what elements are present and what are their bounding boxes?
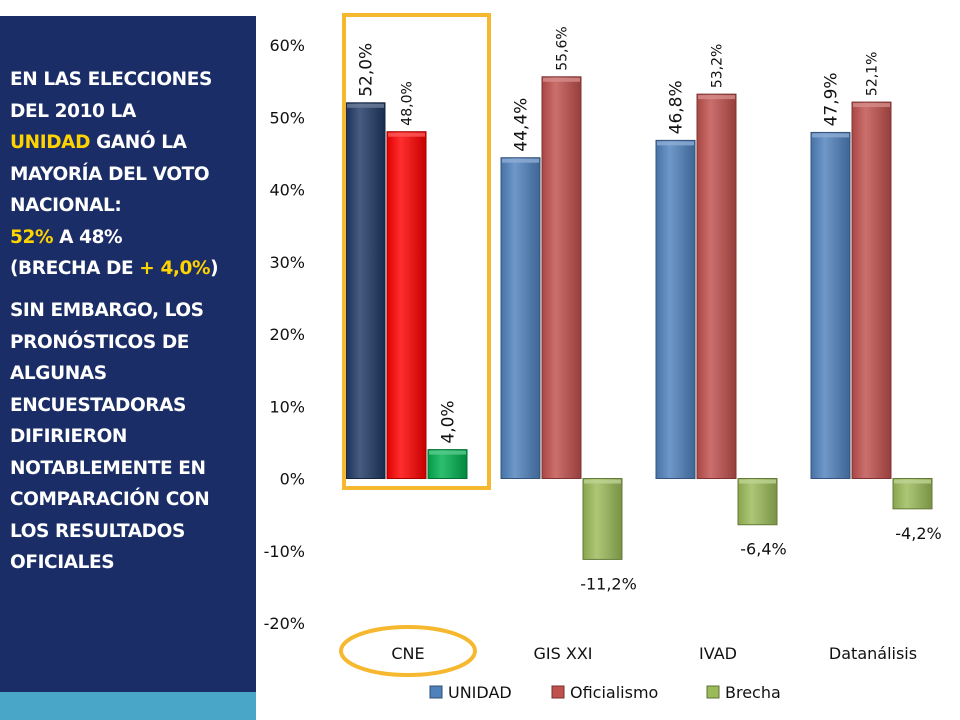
y-tick-label: 10%: [269, 397, 305, 416]
bar-brecha: [582, 478, 623, 560]
pollster-note-text: SIN EMBARGO, LOS PRONÓSTICOS DE ALGUNAS …: [10, 295, 250, 579]
summary-line-2: DEL 2010 LA: [10, 100, 136, 122]
note-line-4: ENCUESTADORAS: [10, 394, 186, 416]
summary-line-6: 52% A 48%: [10, 222, 250, 254]
legend-label-oficialismo: Oficialismo: [570, 683, 658, 702]
bar-bevel: [543, 77, 580, 82]
bar-unidad: [810, 131, 851, 480]
bar-oficialismo: [386, 131, 427, 479]
bar-bevel: [347, 103, 384, 108]
bar-unidad: [500, 157, 541, 480]
note-line-1: SIN EMBARGO, LOS: [10, 300, 204, 321]
data-label: -4,2%: [895, 524, 941, 543]
data-label: -11,2%: [580, 574, 637, 593]
bar-bevel: [388, 132, 425, 137]
election-summary-text: EN LAS ELECCIONES DEL 2010 LA UNIDAD GAN…: [10, 64, 250, 285]
bar-bevel: [502, 158, 539, 163]
left-panel: [0, 0, 256, 692]
summary-line-3: UNIDAD GANÓ LA: [10, 127, 250, 159]
data-label: 52,0%: [356, 43, 376, 97]
note-line-6: NOTABLEMENTE EN: [10, 457, 206, 479]
bar-brecha: [892, 478, 933, 510]
legend-label-brecha: Brecha: [725, 683, 781, 702]
bar-oficialismo: [541, 76, 582, 479]
summary-line-7-start: (BRECHA DE: [10, 258, 140, 279]
data-label: 44,4%: [511, 98, 531, 152]
y-tick-label: -20%: [264, 614, 305, 633]
legend-swatch-brecha: [706, 685, 720, 699]
bar-bevel: [812, 133, 849, 138]
note-line-8: LOS RESULTADOS: [10, 520, 185, 542]
y-tick-label: 20%: [269, 325, 305, 344]
data-label: 48,0%: [399, 81, 415, 125]
unidad-highlight: UNIDAD: [10, 132, 91, 153]
cne-highlight-frame: [342, 13, 491, 490]
y-tick-label: 0%: [280, 470, 305, 489]
bar-bevel: [429, 450, 466, 455]
bar-brecha: [737, 478, 778, 526]
bar-bevel: [657, 141, 694, 146]
bar-unidad: [345, 102, 386, 480]
data-label: 52,1%: [864, 52, 880, 96]
data-label: 55,6%: [554, 26, 570, 70]
legend-swatch-unidad: [429, 685, 443, 699]
category-label: GIS XXI: [534, 644, 593, 663]
bar-unidad: [655, 139, 696, 479]
bar-bevel: [853, 103, 890, 108]
y-tick-label: -10%: [264, 542, 305, 561]
percent-highlight: 52%: [10, 226, 54, 248]
summary-line-1: EN LAS ELECCIONES: [10, 69, 212, 90]
note-line-5: DIFIRIERON: [10, 426, 127, 447]
summary-line-7: (BRECHA DE + 4,0%): [10, 253, 250, 285]
y-tick-label: 60%: [269, 36, 305, 55]
summary-line-6-rest: A 48%: [53, 226, 123, 248]
data-label: -6,4%: [740, 540, 786, 559]
gap-highlight: + 4,0%: [139, 258, 211, 279]
note-line-2: PRONÓSTICOS DE: [10, 331, 190, 353]
y-tick-label: 40%: [269, 181, 305, 200]
summary-line-5: NACIONAL:: [10, 195, 122, 216]
data-label: 53,2%: [709, 44, 725, 88]
legend-label-unidad: UNIDAD: [448, 683, 512, 702]
bar-bevel: [584, 479, 621, 484]
data-label: 46,8%: [666, 80, 686, 134]
data-label: 4,0%: [438, 400, 458, 443]
legend-swatch-oficialismo: [551, 685, 565, 699]
category-label: Datanálisis: [829, 644, 917, 663]
y-tick-label: 30%: [269, 253, 305, 272]
y-tick-label: 50%: [269, 108, 305, 127]
cne-highlight-ellipse: [339, 625, 477, 677]
summary-line-7-end: ): [210, 258, 219, 279]
bar-bevel: [894, 479, 931, 484]
bar-oficialismo: [696, 93, 737, 479]
note-line-3: ALGUNAS: [10, 363, 107, 384]
bar-oficialismo: [851, 101, 892, 479]
note-line-7: COMPARACIÓN CON: [10, 489, 210, 510]
note-line-9: OFICIALES: [10, 552, 115, 573]
category-label: CNE: [391, 644, 424, 663]
left-top-strip: [0, 0, 256, 16]
bar-bevel: [739, 479, 776, 484]
data-label: 47,9%: [821, 72, 841, 126]
summary-line-3-rest: GANÓ LA: [90, 132, 187, 153]
category-label: IVAD: [699, 644, 737, 663]
summary-line-4: MAYORÍA DEL VOTO: [10, 163, 210, 185]
bar-bevel: [698, 95, 735, 100]
left-bottom-strip: [0, 692, 256, 720]
bar-chart: 60% 50% 40% 30% 20% 10% 0% -10% -20% 52,0% 48,0% 4…: [264, 13, 942, 702]
